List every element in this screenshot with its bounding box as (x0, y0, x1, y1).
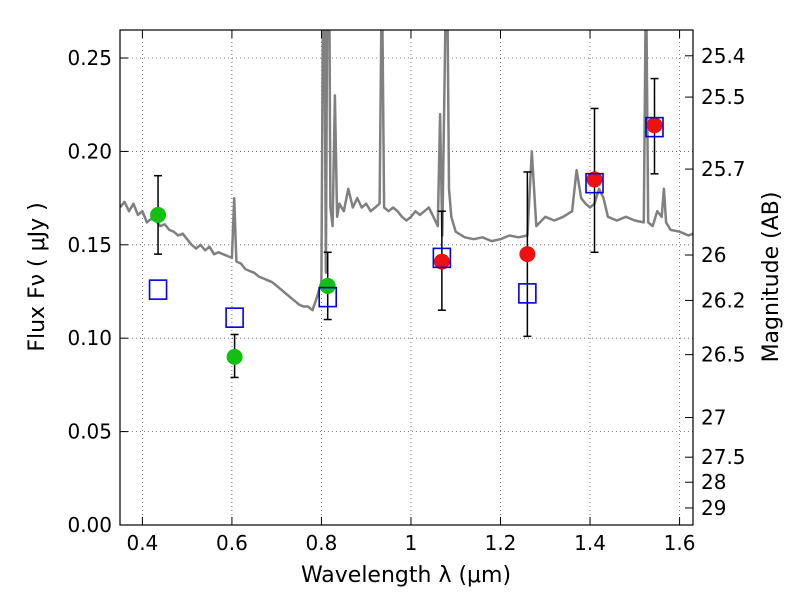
plot-background (120, 30, 693, 525)
x-tick-labels: 0.4 0.6 0.8 1 1.2 1.4 1.6 (126, 531, 695, 555)
green-circle-marker (226, 348, 243, 365)
model-square-marker (225, 307, 244, 328)
right-tick-label: 25.4 (701, 44, 746, 68)
y-axis-title: Flux Fν ( μJy ) (25, 202, 50, 351)
x-tick-label: 0.6 (216, 531, 248, 555)
x-tick-label: 1.4 (574, 531, 606, 555)
right-tick-label: 27.5 (701, 445, 746, 469)
model-square-marker (645, 116, 664, 138)
x-axis-title: Wavelength λ (μm) (301, 563, 511, 588)
spectrum-line (120, 30, 693, 312)
right-tick-label: 28 (701, 470, 726, 494)
y-tick-label: 0.15 (67, 233, 112, 257)
y-tick-label: 0.25 (67, 46, 112, 70)
right-tick-label: 27 (701, 406, 726, 430)
right-tick-label: 25.5 (701, 85, 746, 109)
x-tick-label: 1.2 (485, 531, 517, 555)
y-tick-label: 0.05 (67, 420, 112, 444)
axis-ticks (120, 30, 693, 526)
y-tick-label: 0.20 (67, 139, 112, 163)
red-circle-marker (586, 171, 603, 188)
model-square-marker (585, 172, 604, 194)
grid-lines (120, 30, 693, 526)
y-tick-label: 0.00 (67, 513, 112, 537)
x-tick-label: 1 (405, 531, 418, 555)
right-tick-label: 25.7 (701, 157, 746, 181)
model-square-marker (518, 283, 537, 304)
green-circle-marker (319, 277, 336, 294)
model-square-marker (148, 279, 168, 300)
x-tick-label: 0.4 (126, 531, 158, 555)
x-tick-label: 1.6 (664, 531, 696, 555)
right-axis-title: Magnitude (AB) (759, 192, 784, 363)
green-circle-marker (150, 206, 167, 223)
right-tick-label: 29 (701, 496, 726, 520)
y-tick-label: 0.10 (67, 326, 112, 350)
right-tick-label: 26 (701, 243, 726, 267)
model-spectrum (120, 30, 693, 312)
plot-frame (119, 29, 694, 526)
red-circle-marker (646, 117, 663, 134)
model-square-marker (432, 247, 452, 269)
right-tick-label: 26.2 (701, 288, 746, 312)
y-tick-labels: 0.00 0.05 0.10 0.15 0.20 0.25 (67, 46, 112, 537)
x-tick-label: 0.8 (306, 531, 338, 555)
model-square-marker (318, 286, 338, 308)
right-tick-label: 26.5 (701, 343, 746, 367)
red-circle-marker (519, 246, 536, 263)
red-circle-marker (433, 253, 450, 270)
data-markers (148, 116, 664, 365)
